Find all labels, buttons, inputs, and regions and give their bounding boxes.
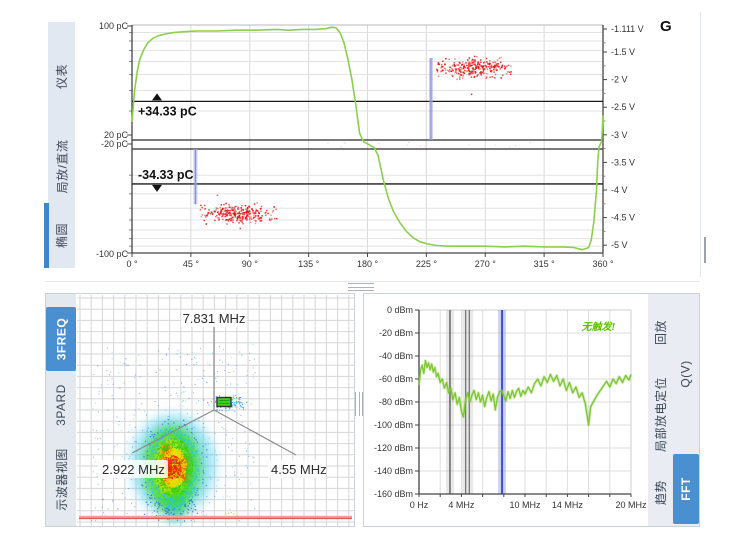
tab-pd-dc-label: 局放/直流 xyxy=(55,139,69,194)
horizontal-splitter-handle[interactable] xyxy=(348,283,374,291)
tab-fft[interactable]: FFT xyxy=(673,454,699,524)
svg-text:-160 dBm: -160 dBm xyxy=(374,489,413,499)
tab-fft-label: FFT xyxy=(679,477,693,501)
svg-text:315 °: 315 ° xyxy=(534,259,556,269)
svg-text:0 Hz: 0 Hz xyxy=(410,500,429,510)
svg-text:-3.5 V: -3.5 V xyxy=(611,157,635,167)
tab-3pard[interactable]: 3PARD xyxy=(46,371,76,439)
svg-text:20 MHz: 20 MHz xyxy=(615,500,647,510)
fft-chart: 0 dBm -20 dBm -40 dBm -60 dBm -80 dBm -100 dB… xyxy=(368,296,648,526)
svg-text:90 °: 90 ° xyxy=(242,259,259,269)
svg-text:4 MHz: 4 MHz xyxy=(448,500,475,510)
tab-ellipse[interactable]: 椭圆 xyxy=(48,203,75,268)
svg-text:100 pC: 100 pC xyxy=(99,21,129,31)
tab-3freq[interactable]: 3FREQ xyxy=(46,307,76,371)
svg-text:-2.5 V: -2.5 V xyxy=(611,102,635,112)
tab-playback[interactable]: 回放 xyxy=(648,294,673,370)
tab-instruments[interactable]: 仪表 xyxy=(48,22,75,130)
svg-text:-2 V: -2 V xyxy=(611,75,628,85)
trifreq-panel: 3FREQ 3PARD 示波器视图 7.831 MHz 2.922 MHz 4.55… xyxy=(45,293,355,527)
svg-text:-3 V: -3 V xyxy=(611,130,628,140)
tab-qv[interactable]: Q(V) xyxy=(673,294,699,454)
fft-inner-tab-strip: 回放 局部放电定位 趋势 xyxy=(648,294,673,526)
svg-text:180 °: 180 ° xyxy=(357,259,379,269)
vertical-splitter-handle[interactable] xyxy=(355,392,363,416)
svg-text:20 pC: 20 pC xyxy=(104,130,129,140)
svg-text:10 MHz: 10 MHz xyxy=(509,500,541,510)
svg-text:360 °: 360 ° xyxy=(592,259,614,269)
trifreq-tab-strip: 3FREQ 3PARD 示波器视图 xyxy=(46,294,76,526)
tab-pd-localization-label: 局部放电定位 xyxy=(654,376,669,452)
tab-3freq-label: 3FREQ xyxy=(54,317,69,361)
svg-text:0 °: 0 ° xyxy=(126,259,138,269)
tab-playback-label: 回放 xyxy=(654,319,669,345)
prpd-chart: 0 ° 45 ° 90 ° 135 ° 180 ° 225 ° 270 ° 315 ° 360 … xyxy=(75,12,707,274)
svg-text:-1.111 V: -1.111 V xyxy=(611,24,644,34)
tab-oscilloscope-view[interactable]: 示波器视图 xyxy=(46,439,76,519)
svg-text:-100 pC: -100 pC xyxy=(96,249,129,259)
tab-pd-localization[interactable]: 局部放电定位 xyxy=(648,370,673,458)
svg-text:-4.5 V: -4.5 V xyxy=(611,213,635,223)
svg-text:-40 dBm: -40 dBm xyxy=(379,351,413,361)
fft-outer-tab-strip: Q(V) FFT xyxy=(673,294,699,526)
svg-text:-20 pC: -20 pC xyxy=(101,139,129,149)
tab-trend-label: 趋势 xyxy=(654,479,669,505)
svg-text:-34.33 pC: -34.33 pC xyxy=(138,168,194,182)
top-panel-scrollbar[interactable] xyxy=(704,237,706,263)
svg-text:-120 dBm: -120 dBm xyxy=(374,443,413,453)
tab-oscilloscope-view-label: 示波器视图 xyxy=(54,447,69,511)
svg-text:0 dBm: 0 dBm xyxy=(387,305,413,315)
svg-text:-20 dBm: -20 dBm xyxy=(379,328,413,338)
top-view-tab-strip: 仪表 局放/直流 椭圆 xyxy=(48,22,75,268)
fft-panel: 0 dBm -20 dBm -40 dBm -60 dBm -80 dBm -100 dB… xyxy=(363,293,700,527)
svg-text:2.922 MHz: 2.922 MHz xyxy=(102,462,165,477)
svg-text:135 °: 135 ° xyxy=(298,259,320,269)
tab-qv-label: Q(V) xyxy=(679,360,693,388)
tab-ellipse-label: 椭圆 xyxy=(54,222,69,249)
svg-text:-4 V: -4 V xyxy=(611,185,628,195)
svg-text:4.55 MHz: 4.55 MHz xyxy=(271,462,327,477)
tab-3pard-label: 3PARD xyxy=(54,384,68,426)
top-panel-right-edge xyxy=(700,12,701,277)
svg-text:-60 dBm: -60 dBm xyxy=(379,374,413,384)
channel-g-label: G xyxy=(660,18,672,35)
svg-text:-80 dBm: -80 dBm xyxy=(379,397,413,407)
svg-text:+34.33 pC: +34.33 pC xyxy=(138,104,197,118)
svg-text:14 MHz: 14 MHz xyxy=(552,500,584,510)
svg-text:-100 dBm: -100 dBm xyxy=(374,420,413,430)
selected-tab-indicator xyxy=(44,203,49,268)
svg-text:无触发!: 无触发! xyxy=(581,321,616,333)
tab-trend[interactable]: 趋势 xyxy=(648,458,673,526)
svg-text:225 °: 225 ° xyxy=(416,259,438,269)
svg-text:-5 V: -5 V xyxy=(611,240,628,250)
panel-divider xyxy=(45,281,700,282)
svg-text:45 °: 45 ° xyxy=(183,259,200,269)
trifreq-chart: 7.831 MHz 2.922 MHz 4.55 MHz xyxy=(77,295,354,526)
svg-text:7.831 MHz: 7.831 MHz xyxy=(183,311,246,326)
svg-text:270 °: 270 ° xyxy=(475,259,497,269)
tab-pd-dc[interactable]: 局放/直流 xyxy=(48,130,75,203)
svg-text:-1.5 V: -1.5 V xyxy=(611,47,635,57)
tab-instruments-label: 仪表 xyxy=(54,63,69,89)
svg-text:-140 dBm: -140 dBm xyxy=(374,466,413,476)
